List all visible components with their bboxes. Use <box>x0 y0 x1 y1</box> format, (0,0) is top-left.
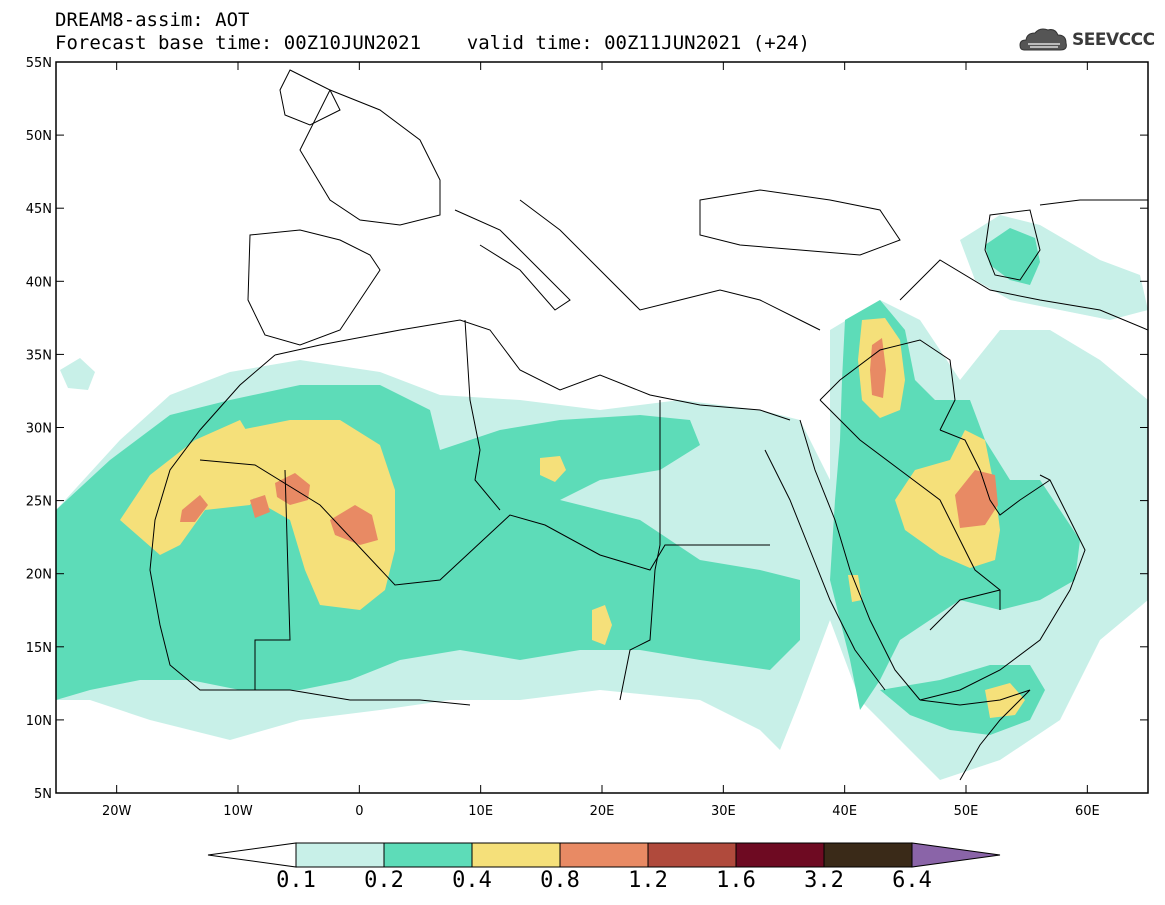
lat-label: 10N <box>26 714 52 729</box>
border-sahara-3 <box>619 400 661 701</box>
aot-0.4-region-red-sea <box>848 575 862 602</box>
colorbar-label: 0.2 <box>364 868 404 893</box>
aot-0.2-region-gulf-aden <box>880 665 1045 735</box>
lon-label: 30E <box>711 804 736 819</box>
lat-label: 55N <box>26 56 52 71</box>
forecast-time-subtitle: Forecast base time: 00Z10JUN2021 valid t… <box>55 32 810 54</box>
lat-label: 40N <box>26 275 52 290</box>
lon-label: 50E <box>954 804 979 819</box>
seevccc-logo-text: SEEVCCC <box>1072 30 1155 50</box>
colorbar-under-arrow <box>207 842 297 868</box>
cloud-logo-icon <box>1019 28 1067 51</box>
colorbar-swatch <box>471 842 561 868</box>
colorbar-label: 0.4 <box>452 868 492 893</box>
coast-red-sea-east <box>799 419 921 701</box>
border-sahara-2 <box>254 469 291 690</box>
aot-0.8-region-arabia <box>955 470 998 528</box>
aot-0.8-region-morocco <box>250 495 270 518</box>
colorbar-swatch <box>295 842 385 868</box>
aot-0.4-region-libya <box>540 456 566 482</box>
colorbar-swatch <box>735 842 825 868</box>
colorbar-label: 6.4 <box>892 868 932 893</box>
coast-red-sea-west <box>764 449 886 691</box>
coast-arabia-south <box>919 474 1086 701</box>
colorbar-over-arrow <box>911 842 1001 868</box>
aot-0.4-region-central-sahara <box>240 420 395 610</box>
coast-black-sea <box>699 189 901 256</box>
colorbar-label: 0.8 <box>540 868 580 893</box>
colorbar-swatch <box>647 842 737 868</box>
aot-0.4-region-west-sahara <box>120 420 270 555</box>
aot-0.8-region-mali <box>330 505 378 545</box>
lon-label: 40E <box>832 804 857 819</box>
longitude-axis: 20W 10W 0 10E 20E 30E 40E 50E 60E <box>102 62 1100 819</box>
aot-0.8-region-iraq <box>870 338 886 398</box>
latitude-axis: 55N 50N 45N 40N 35N 30N 25N 20N 15N 10N 5N <box>26 56 1148 802</box>
aot-0.1-region-atlantic <box>60 358 95 390</box>
coast-iberia <box>247 229 381 346</box>
aot-0.8-region-algeria <box>275 473 310 505</box>
aot-0.4-region-somalia <box>985 683 1025 718</box>
colorbar-label: 1.2 <box>628 868 668 893</box>
aot-field <box>56 215 1148 780</box>
colorbar <box>207 842 1001 868</box>
colorbar-label: 3.2 <box>804 868 844 893</box>
lon-label: 20E <box>590 804 615 819</box>
border-sahara-1 <box>199 459 770 586</box>
lon-label: 60E <box>1075 804 1100 819</box>
lon-label: 0 <box>355 804 363 819</box>
coast-persian-gulf <box>939 429 1051 516</box>
coast-uk <box>279 69 341 126</box>
colorbar-label: 0.1 <box>276 868 316 893</box>
border-central-asia <box>1039 199 1148 206</box>
coast-france <box>299 89 441 226</box>
aot-0.4-region-arabia <box>895 430 1000 568</box>
lat-label: 5N <box>34 787 52 802</box>
lon-label: 20W <box>102 804 132 819</box>
aot-0.4-region-chad <box>592 605 612 645</box>
coast-italy <box>454 209 571 311</box>
lat-label: 20N <box>26 568 52 583</box>
lat-label: 45N <box>26 202 52 217</box>
border-arabia-2 <box>929 589 1001 631</box>
coastlines <box>149 69 1148 781</box>
map-title: DREAM8-assim: AOT <box>55 9 250 31</box>
lat-label: 35N <box>26 348 52 363</box>
coast-horn-africa <box>919 689 1031 781</box>
colorbar-swatch <box>559 842 649 868</box>
lon-label: 10E <box>468 804 493 819</box>
colorbar-swatch <box>823 842 913 868</box>
coast-west-africa <box>149 354 471 706</box>
coast-balkans <box>519 199 821 331</box>
border-iran <box>899 259 1148 331</box>
coast-caspian <box>984 209 1041 281</box>
lat-label: 15N <box>26 641 52 656</box>
lat-label: 30N <box>26 422 52 437</box>
coast-north-africa <box>274 319 791 421</box>
colorbar-label: 1.6 <box>716 868 756 893</box>
aot-0.8-region-sahara-west <box>180 495 208 522</box>
lat-label: 50N <box>26 129 52 144</box>
border-iraq <box>819 339 956 431</box>
lat-label: 25N <box>26 495 52 510</box>
lon-label: 10W <box>223 804 253 819</box>
colorbar-swatch <box>383 842 473 868</box>
border-sahara-4 <box>464 319 501 511</box>
